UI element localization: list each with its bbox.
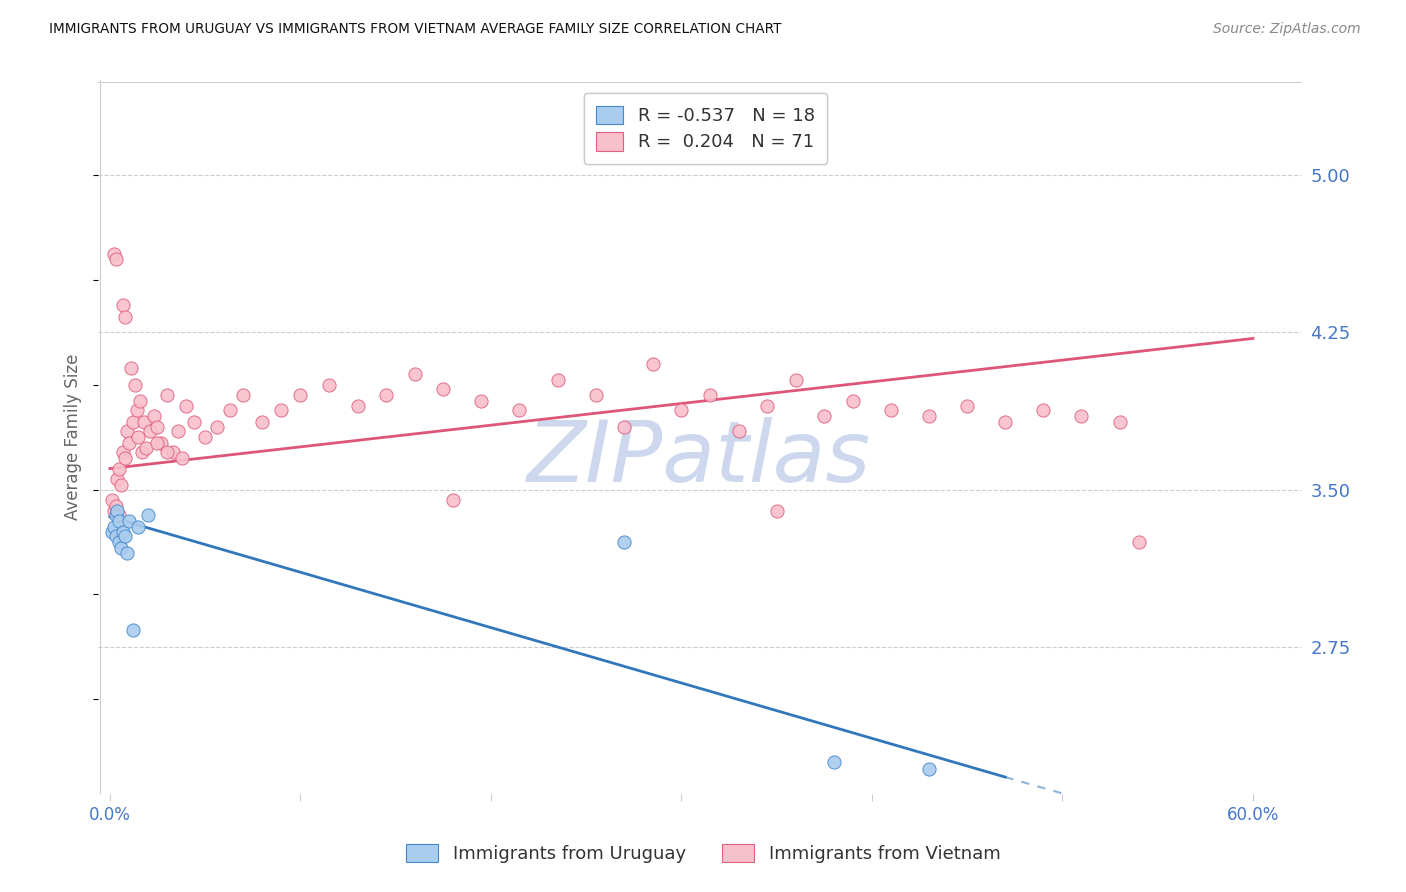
Point [146,436,169,450]
Point [172,451,194,466]
Point [918,409,941,423]
Point [146,419,169,434]
Point [110,478,132,492]
Point [470,394,492,409]
Point [823,756,845,770]
Point [813,409,835,423]
Point [613,419,636,434]
Point [127,430,149,444]
Point [108,508,131,522]
Point [110,541,132,556]
Point [107,503,129,517]
Point [103,503,125,517]
Point [671,402,693,417]
Point [375,388,398,402]
Y-axis label: Average Family Size: Average Family Size [65,354,83,520]
Point [270,402,292,417]
Point [134,416,156,430]
Text: ZIPatlas: ZIPatlas [527,417,872,500]
Legend: Immigrants from Uruguay, Immigrants from Vietnam: Immigrants from Uruguay, Immigrants from… [396,835,1010,872]
Point [108,461,131,475]
Point [103,520,125,534]
Point [104,252,127,266]
Point [167,424,190,438]
Point [585,388,607,402]
Point [112,444,135,458]
Point [785,373,807,387]
Point [131,444,153,458]
Point [194,430,217,444]
Point [918,762,941,776]
Point [121,623,143,637]
Point [613,535,636,549]
Point [129,394,152,409]
Point [104,529,127,543]
Point [142,409,165,423]
Point [232,388,254,402]
Point [114,310,136,325]
Point [104,508,127,522]
Point [136,508,159,522]
Point [290,388,312,402]
Point [118,514,141,528]
Point [727,424,749,438]
Point [115,424,138,438]
Point [1128,535,1150,549]
Point [150,436,173,450]
Point [641,357,664,371]
Point [183,416,205,430]
Point [842,394,865,409]
Point [1108,416,1130,430]
Point [112,298,135,312]
Point [115,545,138,559]
Point [1070,409,1092,423]
Point [1032,402,1054,417]
Point [174,399,197,413]
Point [104,500,127,514]
Point [156,444,179,458]
Point [218,402,240,417]
Point [107,472,129,486]
Point [547,373,569,387]
Point [508,402,530,417]
Point [441,493,464,508]
Point [346,399,368,413]
Point [156,388,179,402]
Point [125,402,148,417]
Point [114,451,136,466]
Legend: R = -0.537   N = 18, R =  0.204   N = 71: R = -0.537 N = 18, R = 0.204 N = 71 [583,93,827,164]
Point [108,535,131,549]
Point [699,388,721,402]
Point [114,529,136,543]
Point [162,444,184,458]
Point [880,402,903,417]
Point [127,520,149,534]
Point [252,416,274,430]
Point [121,416,143,430]
Text: Source: ZipAtlas.com: Source: ZipAtlas.com [1213,22,1361,37]
Point [100,493,122,508]
Point [103,247,125,261]
Point [135,441,157,455]
Point [108,514,131,528]
Point [765,503,787,517]
Point [205,419,228,434]
Point [112,524,135,539]
Point [956,399,979,413]
Point [318,377,340,392]
Point [139,424,162,438]
Point [100,524,122,539]
Text: IMMIGRANTS FROM URUGUAY VS IMMIGRANTS FROM VIETNAM AVERAGE FAMILY SIZE CORRELATI: IMMIGRANTS FROM URUGUAY VS IMMIGRANTS FR… [49,22,782,37]
Point [120,360,142,375]
Point [124,377,146,392]
Point [118,436,141,450]
Point [756,399,779,413]
Point [404,367,426,381]
Point [432,382,454,396]
Point [994,416,1017,430]
